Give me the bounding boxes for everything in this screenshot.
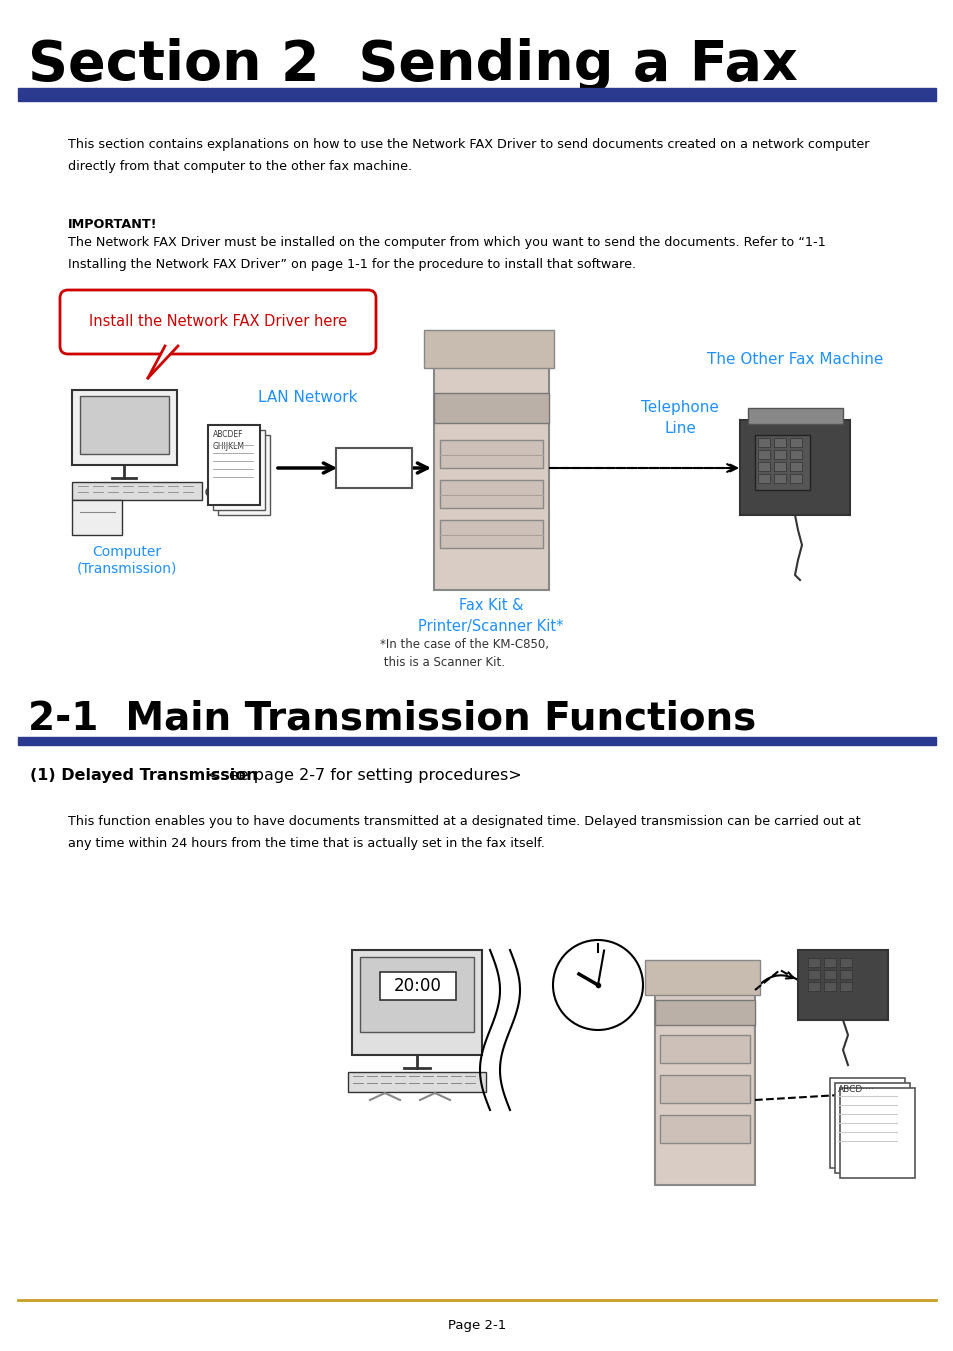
Text: 20:00: 20:00 [394, 977, 441, 994]
Bar [758, 474, 769, 484]
Text: IMPORTANT!: IMPORTANT! [68, 218, 157, 231]
Bar [379, 971, 456, 1000]
FancyBboxPatch shape [335, 449, 412, 488]
Text: The Other Fax Machine: The Other Fax Machine [706, 353, 882, 367]
Bar [71, 482, 202, 500]
Polygon shape [148, 346, 178, 378]
Bar [807, 958, 820, 967]
Bar [747, 408, 842, 424]
Bar [840, 982, 851, 992]
Bar [434, 393, 548, 423]
Bar [773, 438, 785, 447]
Text: Telephone
Line: Telephone Line [640, 400, 719, 436]
Bar [348, 1071, 485, 1092]
Bar [823, 982, 835, 992]
Bar [789, 474, 801, 484]
Text: ABCDEF
GHIJKLM: ABCDEF GHIJKLM [213, 430, 245, 451]
Text: This function enables you to have documents transmitted at a designated time. De: This function enables you to have docume… [68, 815, 860, 850]
Bar [659, 1035, 749, 1063]
Text: This section contains explanations on how to use the Network FAX Driver to send : This section contains explanations on ho… [68, 138, 868, 173]
Bar [823, 958, 835, 967]
Circle shape [553, 940, 642, 1029]
Ellipse shape [206, 486, 224, 499]
Text: The Network FAX Driver must be installed on the computer from which you want to : The Network FAX Driver must be installed… [68, 236, 825, 272]
Bar [439, 480, 542, 508]
Bar [71, 500, 122, 535]
Text: (1) Delayed Transmission: (1) Delayed Transmission [30, 767, 257, 784]
Bar [423, 330, 554, 367]
Bar [789, 438, 801, 447]
FancyBboxPatch shape [60, 290, 375, 354]
Bar [754, 435, 809, 490]
Text: Install the Network FAX Driver here: Install the Network FAX Driver here [89, 315, 347, 330]
Bar [758, 450, 769, 459]
Bar [18, 88, 935, 101]
Bar [644, 961, 760, 994]
Text: 2-1  Main Transmission Functions: 2-1 Main Transmission Functions [28, 700, 756, 738]
Text: <see page 2-7 for setting procedures>: <see page 2-7 for setting procedures> [202, 767, 521, 784]
Text: ABCD····: ABCD···· [837, 1085, 874, 1094]
Bar [434, 355, 548, 590]
Bar [71, 390, 177, 465]
Text: Computer
(Transmission): Computer (Transmission) [77, 544, 177, 576]
Bar [840, 970, 851, 979]
Bar [218, 435, 270, 515]
Bar [655, 985, 754, 1185]
Bar [655, 1000, 754, 1025]
Text: *In the case of the KM-C850,
 this is a Scanner Kit.: *In the case of the KM-C850, this is a S… [379, 638, 548, 669]
Bar [659, 1115, 749, 1143]
Bar [439, 440, 542, 467]
Text: Page 2-1: Page 2-1 [447, 1319, 506, 1332]
Bar [208, 426, 260, 505]
Bar [213, 430, 265, 509]
Text: Section 2  Sending a Fax: Section 2 Sending a Fax [28, 38, 797, 92]
Bar [807, 970, 820, 979]
Text: Fax Kit &
Printer/Scanner Kit*: Fax Kit & Printer/Scanner Kit* [417, 598, 563, 634]
Bar [823, 970, 835, 979]
Bar [834, 1084, 909, 1173]
Bar [840, 958, 851, 967]
Bar [807, 982, 820, 992]
Bar [789, 450, 801, 459]
Bar [352, 950, 481, 1055]
Bar [840, 1088, 914, 1178]
Bar [758, 462, 769, 471]
Bar [18, 738, 935, 744]
Bar [773, 462, 785, 471]
Text: LAN Network: LAN Network [258, 390, 357, 405]
Bar [797, 950, 887, 1020]
Bar [740, 420, 849, 515]
Bar [80, 396, 169, 454]
Bar [758, 438, 769, 447]
Bar [829, 1078, 904, 1169]
Bar [773, 474, 785, 484]
Text: Hub: Hub [358, 461, 389, 476]
Bar [659, 1075, 749, 1102]
Bar [773, 450, 785, 459]
Bar [789, 462, 801, 471]
Bar [359, 957, 474, 1032]
Bar [439, 520, 542, 549]
